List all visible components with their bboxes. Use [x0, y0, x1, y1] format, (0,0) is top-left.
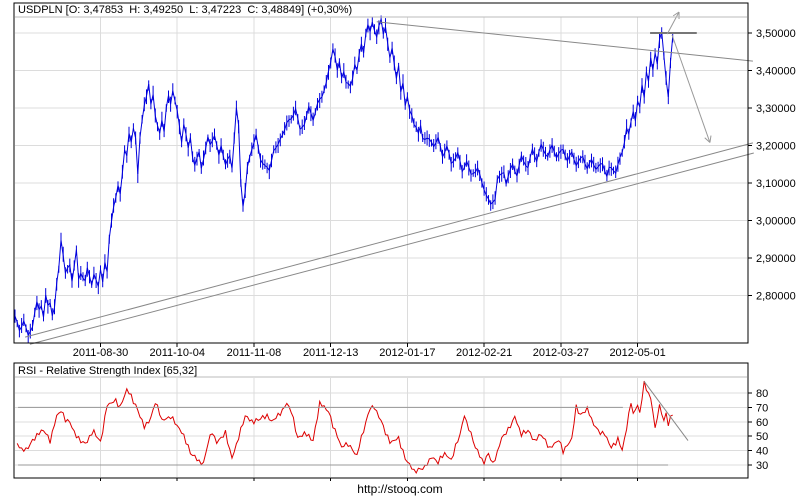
date-axis-label: 2012-05-01 [609, 347, 665, 359]
rsi-panel-border [13, 362, 749, 479]
rsi-annotations [18, 381, 689, 466]
rsi-axis-label: 40 [756, 446, 768, 458]
price-axis-label: 3,40000 [756, 66, 796, 78]
axis-tick-marks [99, 32, 752, 481]
correction-down-arrow [709, 135, 712, 143]
rsi-downtrend-line [643, 381, 689, 441]
breakout-up-arrow [672, 11, 680, 17]
rsi-axis-label: 80 [756, 388, 768, 400]
date-axis-label: 2011-12-13 [303, 347, 358, 359]
rsi-axis-label: 30 [756, 460, 768, 472]
price-axis-label: 3,30000 [756, 103, 796, 115]
descending-resistance [376, 21, 753, 62]
correction-down-arrow [671, 34, 711, 143]
ascending-channel-lower [29, 152, 754, 345]
date-axis-label: 2012-03-27 [533, 347, 589, 359]
price-axis-label: 3,50000 [756, 28, 796, 40]
date-axis-label: 2011-08-30 [73, 347, 128, 359]
correction-down-arrow [704, 137, 711, 143]
breakout-up-arrow [666, 11, 680, 35]
date-axis-label: 2011-10-04 [149, 347, 204, 359]
price-axis-label: 3,20000 [756, 141, 796, 153]
rsi-gridlines [15, 378, 747, 477]
ascending-channel-upper [24, 142, 754, 338]
main-annotations [24, 11, 754, 345]
rsi-panel-title: RSI - Relative Strength Index [65,32] [18, 365, 198, 377]
date-axis-label: 2012-01-17 [379, 347, 435, 359]
main-chart-title: USDPLN [O: 3,47853 H: 3,49250 L: 3,47223… [18, 4, 353, 16]
rsi-axis-label: 60 [756, 417, 768, 429]
main-panel-border [13, 2, 749, 344]
main-gridlines [15, 17, 747, 342]
rsi-axis-label: 70 [756, 402, 768, 414]
axis-tick-labels: 3,50000 3,40000 3,30000 3,20000 3,10000 3,000… [73, 28, 796, 472]
price-series-line [14, 18, 674, 337]
price-axis-label: 3,10000 [756, 178, 796, 190]
price-series-bars [14, 15, 674, 344]
price-axis-label: 2,90000 [756, 253, 796, 265]
footer-url: http://stooq.com [357, 482, 443, 496]
date-axis-label: 2011-11-08 [227, 347, 282, 359]
rsi-axis-label: 50 [756, 431, 768, 443]
price-axis-label: 3,00000 [756, 216, 796, 228]
rsi-series-line [16, 380, 673, 475]
panel-borders [13, 2, 749, 479]
date-axis-label: 2012-02-21 [456, 347, 512, 359]
price-axis-label: 2,80000 [756, 291, 796, 303]
